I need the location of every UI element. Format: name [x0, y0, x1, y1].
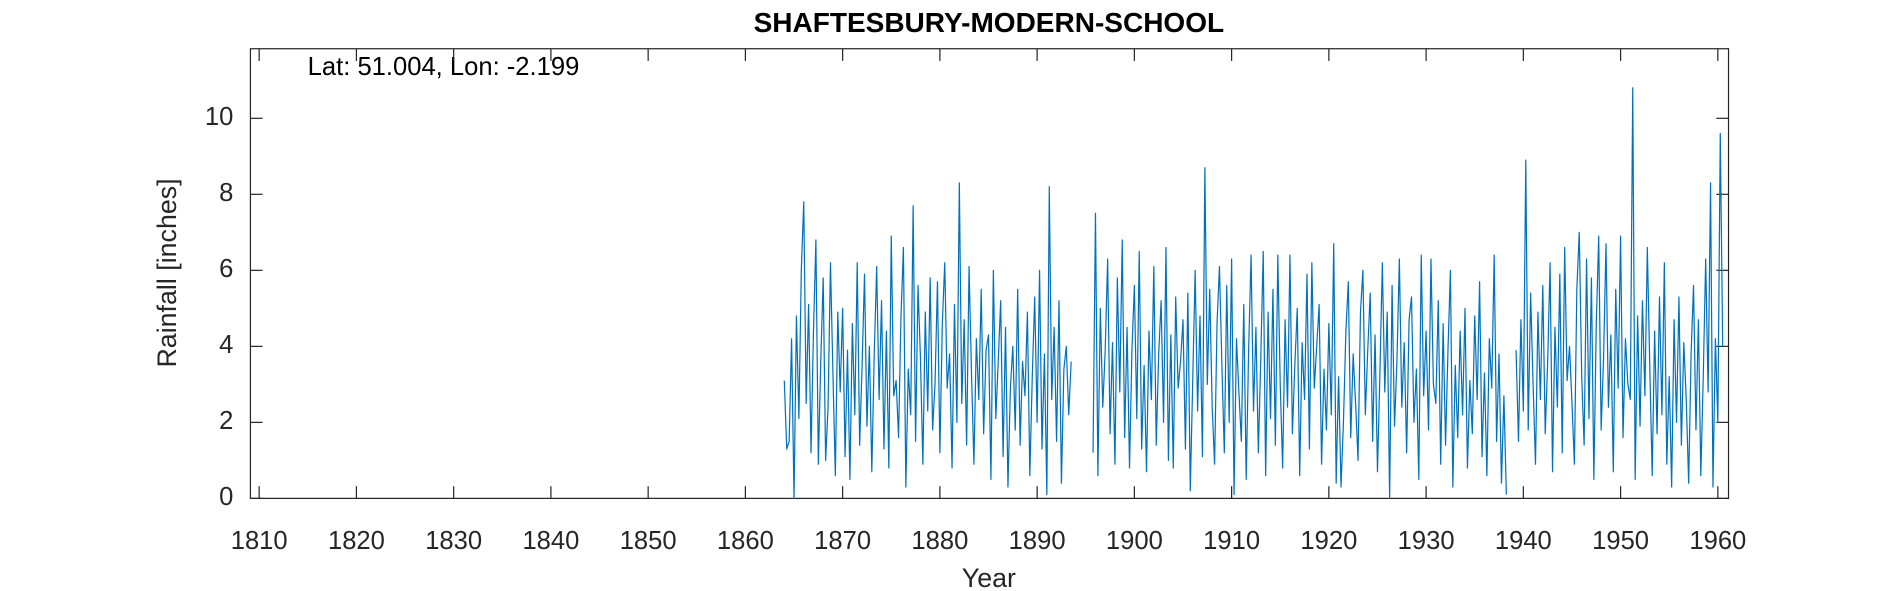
y-tick-label: 10 — [205, 103, 233, 131]
y-tick-label: 2 — [219, 407, 233, 435]
chart-title: SHAFTESBURY-MODERN-SCHOOL — [754, 7, 1225, 38]
x-tick-label: 1880 — [911, 527, 968, 555]
x-axis-label: Year — [962, 563, 1016, 591]
x-tick-label: 1920 — [1300, 527, 1357, 555]
x-tick-label: 1860 — [717, 527, 774, 555]
x-tick-label: 1940 — [1495, 527, 1552, 555]
y-tick-label: 0 — [219, 483, 233, 511]
x-tick-label: 1910 — [1203, 527, 1260, 555]
x-tick-label: 1820 — [328, 527, 385, 555]
y-tick-label: 8 — [219, 179, 233, 207]
plot-area — [249, 48, 1730, 499]
y-tick-label: 4 — [219, 331, 233, 359]
data-line — [783, 87, 1724, 499]
x-tick-label: 1950 — [1592, 527, 1649, 555]
x-tick-label: 1930 — [1398, 527, 1455, 555]
x-tick-label: 1840 — [522, 527, 579, 555]
x-tick-label: 1850 — [620, 527, 677, 555]
x-tick-label: 1870 — [814, 527, 871, 555]
x-tick-label: 1830 — [425, 527, 482, 555]
annotation: Lat: 51.004, Lon: -2.199 — [308, 53, 580, 81]
y-tick-label: 6 — [219, 255, 233, 283]
x-tick-label: 1810 — [231, 527, 288, 555]
x-tick-label: 1890 — [1009, 527, 1066, 555]
y-axis-label: Rainfall [inches] — [152, 178, 182, 367]
x-tick-label: 1960 — [1689, 527, 1746, 555]
x-tick-label: 1900 — [1106, 527, 1163, 555]
